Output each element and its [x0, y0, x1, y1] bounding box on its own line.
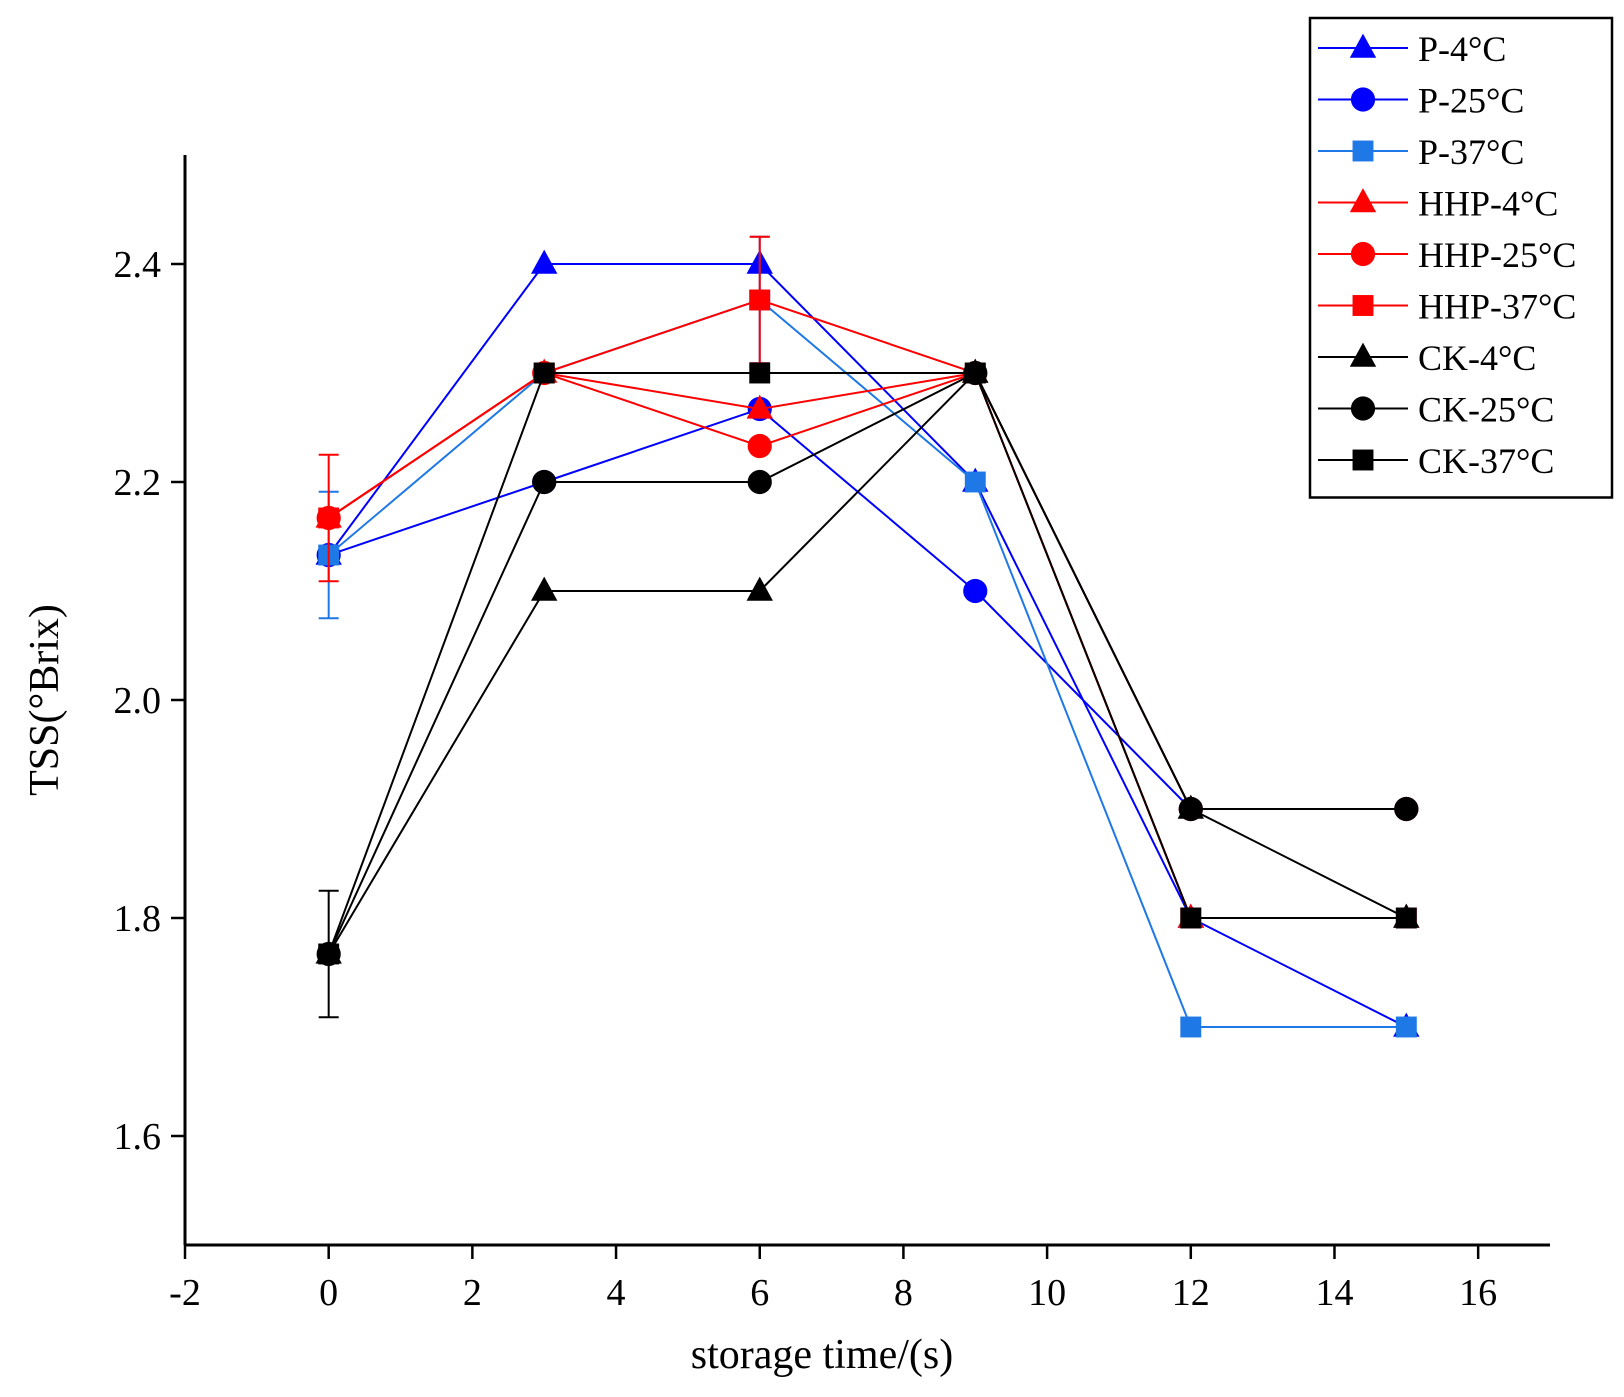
series-CK-25°C: [316, 360, 1419, 967]
series-line: [327, 372, 1407, 955]
legend-marker: [1350, 241, 1376, 267]
series-line: [327, 371, 1407, 955]
y-axis-title: TSS(°Brix): [22, 604, 68, 796]
legend-label: P-25°C: [1418, 81, 1524, 121]
legend-label: HHP-25°C: [1418, 235, 1576, 275]
legend-marker: [1349, 188, 1377, 213]
data-point: [531, 249, 558, 274]
legend-entry: CK-25°C: [1318, 390, 1554, 430]
x-tick-label: 0: [319, 1272, 338, 1314]
series-line: [328, 371, 1407, 810]
series-HHP-37°C: [318, 235, 1417, 929]
x-axis-title: storage time/(s): [691, 1332, 953, 1378]
data-point: [749, 362, 771, 384]
data-point: [746, 394, 773, 419]
legend-label: CK-4°C: [1418, 338, 1536, 378]
series-line: [327, 371, 1407, 955]
y-tick-label: 1.8: [114, 898, 162, 940]
legend-entry: CK-37°C: [1318, 441, 1554, 481]
data-point: [746, 576, 773, 601]
data-point: [749, 289, 771, 311]
data-point: [531, 576, 558, 601]
data-point: [1180, 907, 1202, 929]
data-point: [747, 469, 772, 495]
legend-entry: HHP-37°C: [1318, 287, 1576, 327]
y-tick-label: 2.0: [114, 680, 162, 722]
series-line: [328, 407, 1407, 810]
x-tick-label: 16: [1459, 1272, 1497, 1314]
series-CK-4°C: [315, 358, 1420, 964]
legend-marker: [1350, 87, 1376, 112]
data-point: [1180, 1016, 1202, 1038]
legend-label: HHP-4°C: [1418, 184, 1558, 224]
x-tick-label: 8: [894, 1272, 913, 1314]
data-point: [533, 362, 555, 384]
legend-entry: P-37°C: [1318, 132, 1524, 172]
legend-label: P-4°C: [1418, 29, 1506, 69]
x-tick-label: 14: [1315, 1272, 1353, 1314]
data-point: [1395, 907, 1417, 929]
legend-marker: [1352, 140, 1374, 162]
legend-marker: [1352, 295, 1374, 316]
data-point: [318, 943, 340, 965]
data-point: [1395, 1016, 1417, 1038]
x-tick-label: 4: [607, 1272, 626, 1314]
legend-label: CK-25°C: [1418, 390, 1554, 430]
series-line: [328, 298, 1407, 919]
data-point: [747, 433, 772, 459]
legend-entry: HHP-25°C: [1318, 235, 1576, 275]
data-point: [964, 362, 986, 384]
data-point: [964, 471, 986, 493]
data-point: [318, 507, 340, 529]
y-tick-label: 1.6: [114, 1116, 162, 1158]
data-point: [963, 578, 988, 604]
legend-entry: P-25°C: [1318, 81, 1524, 121]
y-tick-label: 2.2: [114, 462, 162, 504]
legend-entry: P-4°C: [1318, 29, 1506, 69]
legend-marker: [1350, 396, 1376, 421]
data-point: [532, 469, 557, 495]
x-tick-label: 10: [1028, 1272, 1066, 1314]
legend-entry: HHP-4°C: [1318, 184, 1558, 224]
series-line: [327, 263, 1407, 1028]
legend: P-4°C P-25°C P-37°C HHP-4°C HHP-25°C HHP-37°C…: [1308, 16, 1614, 499]
series-CK-37°C: [318, 362, 1417, 1019]
legend-marker: [1349, 33, 1377, 58]
legend-label: CK-37°C: [1418, 441, 1554, 481]
series-HHP-25°C: [316, 360, 1419, 822]
x-tick-label: 6: [750, 1272, 769, 1314]
legend-label: HHP-37°C: [1418, 287, 1576, 327]
series-P-25°C: [316, 396, 1419, 822]
x-tick-label: 2: [463, 1272, 482, 1314]
y-tick-label: 2.4: [114, 244, 162, 286]
legend-entry: CK-4°C: [1318, 338, 1536, 378]
data-point: [1394, 796, 1419, 822]
series-HHP-4°C: [315, 358, 1420, 928]
legend-marker: [1352, 449, 1374, 471]
x-tick-label: -2: [169, 1272, 201, 1314]
legend-marker: [1349, 342, 1377, 367]
legend-label: P-37°C: [1418, 132, 1524, 172]
x-tick-label: 12: [1172, 1272, 1210, 1314]
axes-layer: -2 0 2 4 6 8 10 12 14 16 1.6 1.8 2.0 2.2 2.4: [114, 155, 1550, 1314]
data-point: [1178, 796, 1203, 822]
series-layer: [315, 235, 1420, 1038]
